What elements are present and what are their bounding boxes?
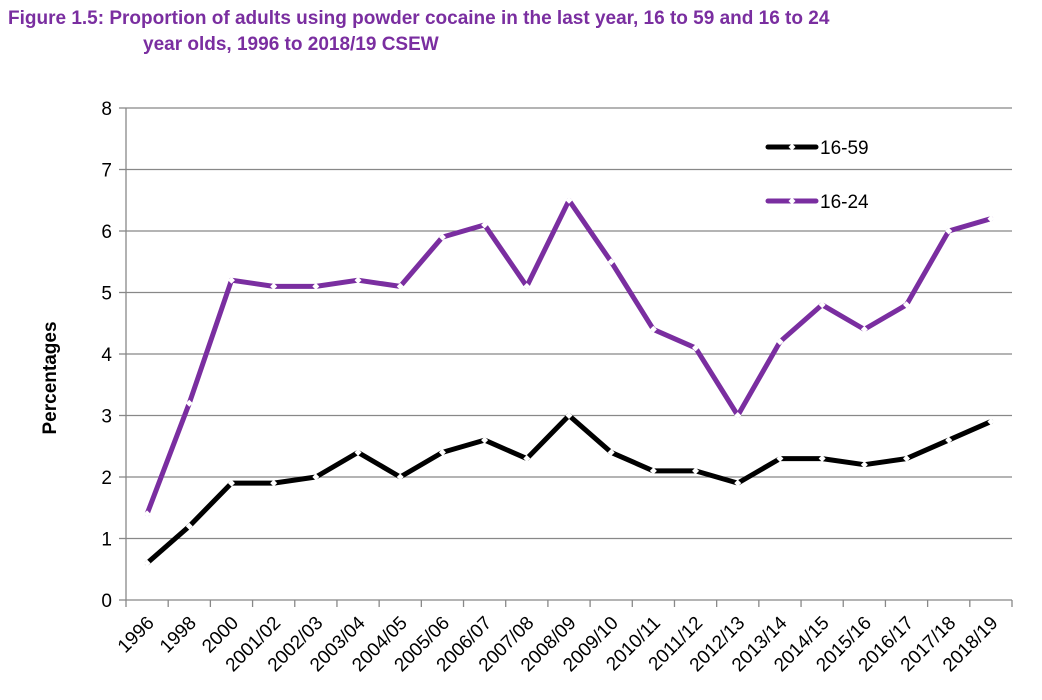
data-point [776, 455, 784, 463]
data-point [903, 455, 911, 463]
legend-marker [788, 197, 796, 205]
data-point [565, 412, 573, 419]
y-tick-label: 3 [101, 407, 112, 428]
data-point [312, 473, 320, 481]
data-point [776, 338, 784, 346]
data-point [903, 301, 911, 309]
legend-item-16-59: 16-59 [765, 138, 869, 159]
y-axis-label: Percentages [40, 321, 61, 434]
x-tick-labels: 1996199820002001/022002/032003/042004/05… [114, 612, 1003, 676]
data-point [185, 399, 193, 407]
data-point [649, 325, 657, 333]
chart-title-line-1: Figure 1.5: Proportion of adults using p… [8, 8, 830, 29]
y-tick-label: 1 [101, 530, 112, 551]
data-point [945, 227, 953, 235]
axes [119, 107, 1013, 607]
data-point [945, 436, 953, 444]
data-point [227, 276, 235, 284]
data-point [227, 479, 235, 487]
data-point [987, 215, 995, 223]
data-point [734, 479, 742, 487]
data-point [396, 473, 404, 481]
data-point [987, 418, 995, 426]
data-point [692, 344, 700, 352]
data-point [523, 282, 531, 290]
data-point [312, 282, 320, 290]
data-point [818, 455, 826, 463]
legend: 16-59 16-24 [765, 138, 869, 213]
data-point [270, 282, 278, 290]
y-tick-label: 8 [101, 99, 112, 120]
series-lines [143, 196, 995, 567]
data-point [734, 412, 742, 419]
y-tick-labels: 0 1 2 3 4 5 6 7 8 [101, 99, 112, 612]
data-point [649, 467, 657, 475]
data-point [270, 479, 278, 487]
data-point [185, 522, 193, 530]
data-point [354, 448, 362, 456]
chart-title-line-2: year olds, 1996 to 2018/19 CSEW [143, 34, 439, 55]
data-point [818, 301, 826, 309]
legend-label: 16-59 [820, 138, 869, 159]
series-16-59 [143, 412, 995, 567]
grid-lines [126, 107, 1012, 540]
data-point [860, 461, 868, 469]
data-point [860, 325, 868, 333]
x-tick-label: 1998 [156, 613, 201, 658]
data-point [523, 455, 531, 463]
data-point [143, 510, 151, 518]
y-tick-label: 5 [101, 284, 112, 305]
x-tick-label: 1996 [114, 613, 159, 658]
y-tick-label: 7 [101, 161, 112, 182]
y-tick-label: 6 [101, 222, 112, 243]
data-point [607, 448, 615, 456]
y-tick-label: 2 [101, 468, 112, 489]
series-16-24 [143, 196, 995, 518]
data-point [565, 196, 573, 204]
chart-title: Figure 1.5: Proportion of adults using p… [8, 6, 1028, 58]
data-point [354, 276, 362, 284]
data-point [607, 258, 615, 266]
data-point [481, 221, 489, 229]
y-tick-label: 0 [101, 591, 112, 612]
y-tick-label: 4 [101, 345, 112, 366]
data-point [143, 559, 151, 567]
data-point [438, 448, 446, 456]
data-point [692, 467, 700, 475]
legend-item-16-24: 16-24 [765, 192, 869, 213]
legend-label: 16-24 [820, 192, 869, 213]
series-line [144, 413, 994, 566]
data-point [438, 233, 446, 241]
data-point [396, 282, 404, 290]
data-point [481, 436, 489, 444]
legend-marker [788, 143, 796, 151]
